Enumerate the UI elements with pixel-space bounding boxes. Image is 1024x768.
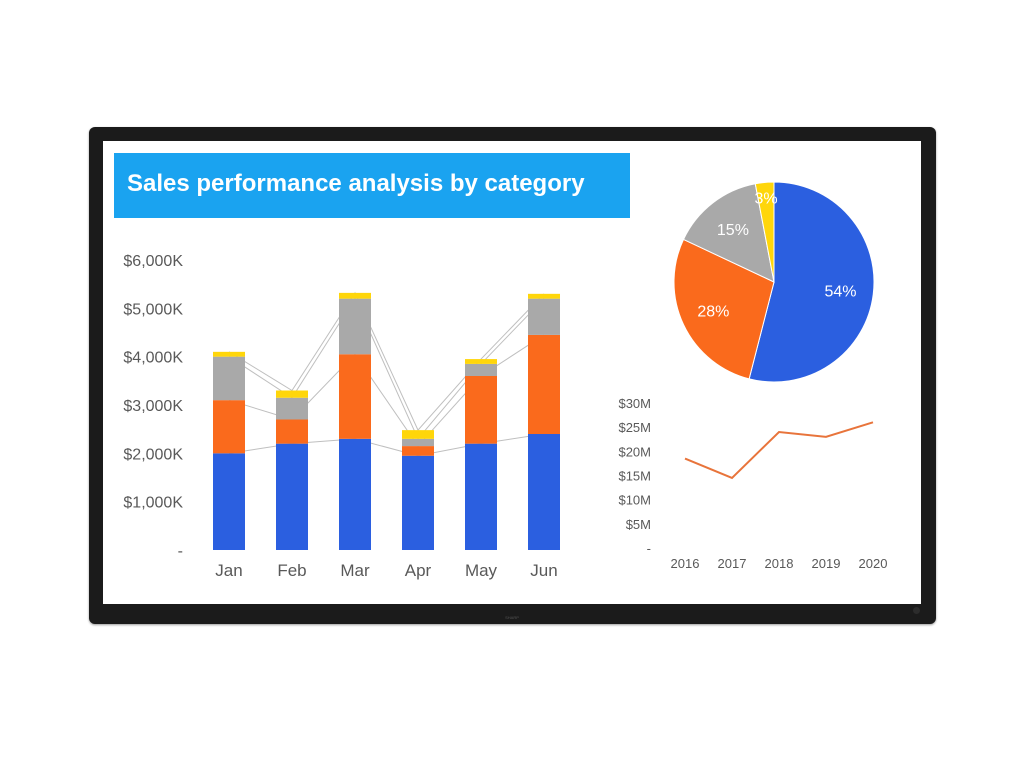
line-x-tick-label: 2019 [812, 556, 841, 571]
bar-segment [339, 438, 371, 550]
line-x-tick-label: 2017 [718, 556, 747, 571]
bar-segment [276, 397, 308, 420]
series-connector-line [228, 291, 545, 432]
bar-segment [465, 443, 497, 550]
charts-canvas: - $1,000K $2,000K $3,000K $4,000K $5,000K $6,0… [123, 181, 887, 580]
bar-segment [213, 453, 245, 550]
bar-segment [402, 455, 434, 550]
line-series [684, 421, 874, 480]
pie-slice [748, 181, 875, 383]
pie-slice-label: 15% [717, 222, 749, 239]
bar-x-tick-label: Apr [405, 561, 432, 580]
line-y-tick-label: $25M [618, 420, 651, 435]
bar-segment [276, 443, 308, 550]
pie-slice [673, 238, 775, 380]
bar-segment [213, 400, 245, 454]
pie-slice [682, 183, 775, 283]
bar-segment [339, 354, 371, 439]
pie-slice [754, 181, 775, 283]
line-x-tick-label: 2016 [671, 556, 700, 571]
bar-segment [528, 434, 560, 550]
line-y-tick-label: $30M [618, 396, 651, 411]
bar-segment [339, 298, 371, 355]
bar-y-tick-label: $1,000K [123, 495, 183, 512]
bar-segment [402, 446, 434, 456]
bar-x-tick-label: Jun [530, 561, 557, 580]
slide-title: Sales performance analysis by category [127, 170, 585, 197]
bar-segment [402, 430, 434, 439]
bar-segment [276, 390, 308, 398]
line-chart: - $5M $10M $15M $20M $25M $30M 2016 2017 2018 2019… [618, 396, 887, 571]
bar-x-tick-label: Jan [215, 561, 242, 580]
bar-x-tick-label: Mar [340, 561, 370, 580]
line-y-tick-label: $20M [618, 444, 651, 459]
line-y-tick-label: - [647, 541, 651, 556]
line-x-tick-label: 2020 [859, 556, 888, 571]
bar-segment [465, 363, 497, 376]
pie-slice-label: 3% [754, 190, 777, 207]
bar-y-tick-label: $2,000K [123, 446, 183, 463]
bar-segment [465, 376, 497, 444]
bar-segment [528, 298, 560, 335]
line-x-tick-label: 2018 [765, 556, 794, 571]
bar-segment [339, 292, 371, 299]
slide-screen: Sales performance analysis by category -… [103, 141, 921, 604]
bar-segment [465, 359, 497, 364]
line-y-tick-label: $15M [618, 469, 651, 484]
bar-x-tick-label: May [465, 561, 498, 580]
bar-x-tick-label: Feb [277, 561, 306, 580]
bar-segment [213, 351, 245, 357]
pie-chart: 54% 28% 15% 3% [673, 181, 875, 383]
bar-y-tick-label: $4,000K [123, 350, 183, 367]
bar-segment [528, 334, 560, 434]
stacked-bar-chart: - $1,000K $2,000K $3,000K $4,000K $5,000K $6,0… [123, 253, 560, 580]
bar-segment [276, 419, 308, 444]
brand-logo: SHARP [505, 615, 519, 620]
line-y-tick-label: $10M [618, 493, 651, 508]
bar-y-tick-label: $3,000K [123, 398, 183, 415]
pie-slice-label: 54% [824, 283, 856, 300]
bar-y-tick-label: - [178, 543, 183, 560]
bar-segment [402, 438, 434, 447]
bar-segment [528, 293, 560, 299]
line-y-tick-label: $5M [626, 517, 651, 532]
bar-segment [213, 356, 245, 401]
sensor-dot [913, 607, 920, 614]
pie-slice-label: 28% [697, 304, 729, 321]
slide-title-banner: Sales performance analysis by category [114, 153, 630, 218]
bar-y-tick-label: $6,000K [123, 253, 183, 270]
bar-y-tick-label: $5,000K [123, 301, 183, 318]
